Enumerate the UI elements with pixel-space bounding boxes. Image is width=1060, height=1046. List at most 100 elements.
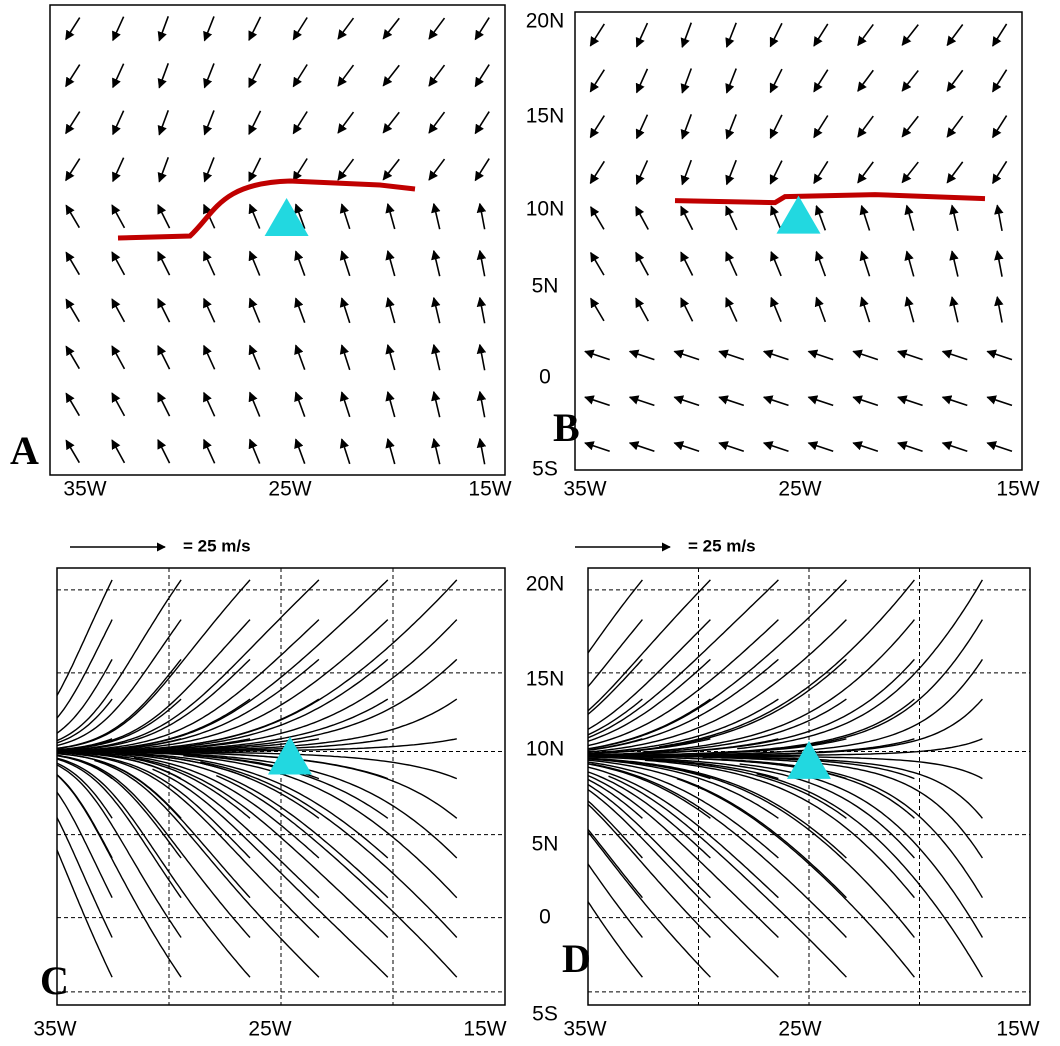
- wind-vector: [725, 251, 738, 277]
- wind-vector: [476, 296, 487, 324]
- wind-vector: [203, 16, 215, 42]
- streamline: [151, 751, 458, 819]
- streamline: [588, 658, 643, 716]
- y-tick-label: 20N: [526, 10, 565, 33]
- wind-vector: [769, 22, 783, 48]
- wind-vector: [382, 17, 400, 40]
- wind-vector: [157, 157, 170, 183]
- wind-vector: [904, 296, 915, 323]
- wind-vector: [946, 115, 964, 138]
- x-tick-label: 35W: [63, 478, 106, 501]
- wind-vector: [994, 295, 1004, 323]
- streamline: [588, 658, 711, 742]
- wind-vector: [248, 297, 261, 323]
- streamline: [57, 764, 182, 938]
- wind-vector: [294, 438, 306, 464]
- streamline: [588, 579, 643, 655]
- wind-vector: [292, 64, 308, 88]
- wind-vector: [904, 250, 915, 277]
- wind-vector: [590, 251, 605, 276]
- wind-vector: [769, 160, 783, 185]
- streamline: [588, 619, 711, 731]
- streamline: [57, 762, 113, 819]
- x-tick-label: 15W: [996, 478, 1039, 501]
- wind-vector: [680, 297, 694, 322]
- panel: [587, 567, 1031, 1006]
- wind-vector: [111, 439, 126, 464]
- streamline: [57, 579, 251, 750]
- streamline: [588, 619, 779, 747]
- streamline: [588, 698, 643, 736]
- wind-vector: [946, 23, 964, 47]
- wind-vector: [635, 114, 649, 140]
- wind-vector: [339, 250, 351, 277]
- wind-vector: [901, 115, 919, 138]
- wind-vector: [385, 344, 396, 371]
- x-tick-label: 15W: [996, 1018, 1039, 1041]
- wind-vector: [680, 114, 693, 140]
- streamline: [588, 761, 779, 859]
- streamline: [57, 751, 320, 899]
- streamline: [57, 758, 182, 899]
- wind-vector: [431, 202, 441, 230]
- wind-vector: [339, 438, 351, 465]
- wind-vector: [248, 438, 261, 464]
- streamline: [588, 758, 779, 819]
- wind-vector: [248, 344, 261, 370]
- wind-vector: [590, 297, 605, 322]
- wind-vector: [65, 251, 81, 276]
- streamline: [588, 738, 711, 755]
- streamline: [613, 755, 915, 819]
- wind-vector: [65, 345, 81, 370]
- wind-vector: [897, 395, 923, 407]
- wind-vector: [673, 395, 700, 407]
- streamline: [138, 738, 457, 753]
- wind-vector: [762, 395, 789, 407]
- wind-vector: [474, 64, 490, 88]
- storm-marker: [787, 740, 831, 779]
- wind-vector: [718, 349, 745, 361]
- storm-marker: [776, 195, 821, 234]
- streamline: [57, 659, 113, 734]
- wind-vector: [949, 204, 959, 231]
- wind-vector: [813, 160, 829, 185]
- wind-vector: [431, 296, 441, 324]
- wind-vector: [769, 68, 783, 94]
- wind-vector: [385, 297, 396, 324]
- streamline: [588, 698, 779, 754]
- streamline: [57, 738, 113, 751]
- wind-vector: [946, 161, 964, 184]
- panel-content: [584, 22, 1013, 452]
- streamline: [57, 658, 182, 750]
- streamline: [216, 774, 458, 978]
- wind-vector: [428, 111, 446, 134]
- wind-vector: [673, 349, 700, 361]
- wind-vector: [857, 69, 874, 92]
- wind-vector: [337, 17, 355, 40]
- wind-vector: [428, 158, 446, 181]
- streamline: [588, 766, 779, 899]
- wind-vector: [157, 110, 170, 136]
- streamline: [57, 658, 251, 752]
- wind-vector: [248, 203, 261, 229]
- streamline: [152, 768, 389, 978]
- x-tick-label: 15W: [463, 1018, 506, 1041]
- streamline: [97, 751, 389, 859]
- wind-vector: [65, 439, 81, 464]
- streamline: [684, 755, 983, 819]
- streamline: [588, 698, 711, 750]
- streamline: [699, 659, 983, 756]
- wind-vector: [248, 250, 261, 276]
- panel-letter: D: [562, 936, 591, 981]
- wind-vector: [385, 250, 396, 277]
- wind-vector: [718, 395, 745, 407]
- x-tick-label: 25W: [778, 478, 821, 501]
- streamline: [57, 619, 182, 747]
- wind-vector: [248, 391, 261, 417]
- wind-vector: [584, 441, 610, 452]
- storm-marker: [264, 198, 309, 236]
- y-tick-label: 0: [539, 366, 551, 389]
- streamline: [166, 752, 458, 859]
- panel: [56, 567, 506, 1006]
- wind-vector: [339, 297, 351, 324]
